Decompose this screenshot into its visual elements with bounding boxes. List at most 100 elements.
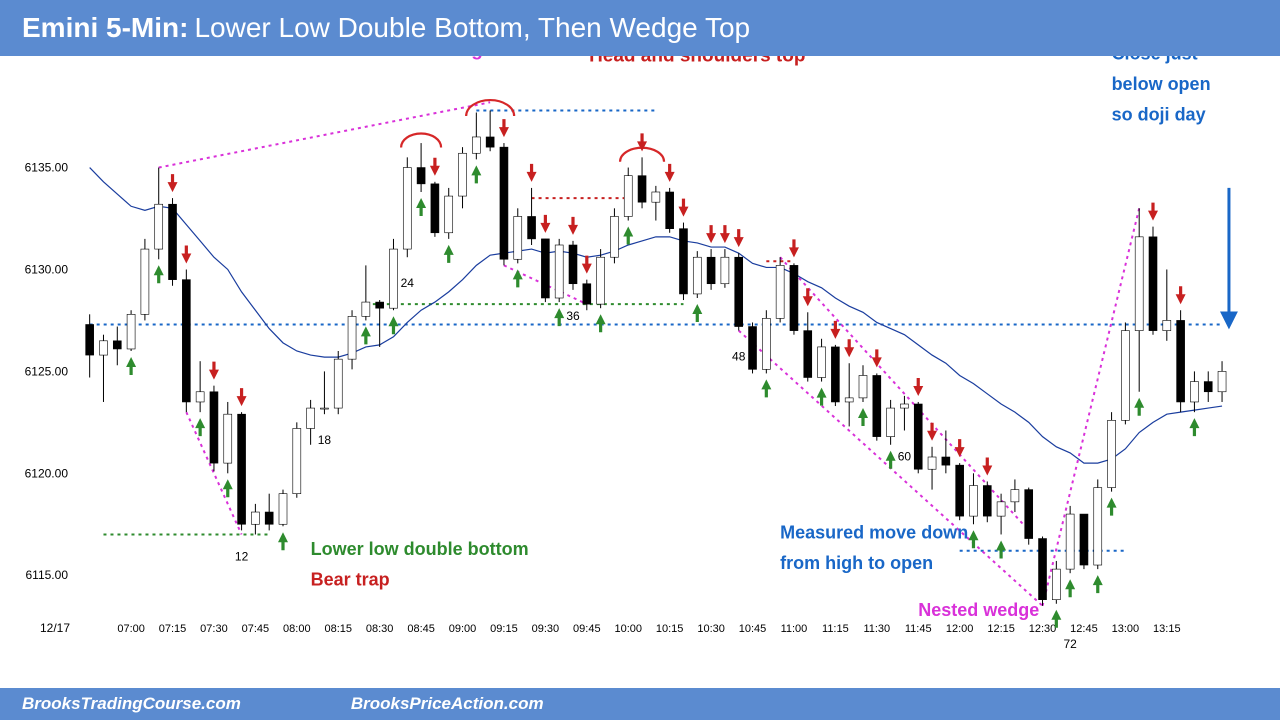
x-tick-label: 08:30 (366, 623, 394, 635)
sell-signal-arrow (955, 439, 965, 457)
candlestick-chart: 6115.006120.006125.006130.006135.0012/17… (0, 56, 1280, 688)
candle-body (721, 257, 729, 284)
sell-signal-arrow (430, 158, 440, 176)
x-tick-label: 12:30 (1029, 623, 1057, 635)
sell-signal-arrow (181, 245, 191, 263)
sell-signal-arrow (734, 229, 744, 247)
x-tick-label: 12:15 (987, 623, 1015, 635)
buy-signal-arrow (154, 265, 164, 283)
x-tick-label: 13:15 (1153, 623, 1181, 635)
candle-body (431, 184, 439, 233)
annotation-label: Lower low double bottom (311, 539, 529, 559)
candle-body (99, 341, 107, 355)
candle-body (1177, 320, 1185, 402)
annotation-label: Head and shoulders top (589, 56, 805, 67)
x-tick-label: 11:45 (905, 623, 932, 635)
buy-signal-arrow (278, 532, 288, 550)
sell-signal-arrow (499, 119, 509, 137)
candle-body (610, 216, 618, 257)
x-date-label: 12/17 (40, 621, 70, 635)
candle-body (224, 414, 232, 463)
buy-signal-arrow (1065, 579, 1075, 597)
sell-signal-arrow (237, 388, 247, 406)
candle-body (707, 257, 715, 284)
x-tick-label: 08:00 (283, 623, 311, 635)
candle-body (1149, 237, 1157, 331)
annotation-label: so doji day (1112, 105, 1206, 125)
y-tick-label: 6135.00 (25, 161, 69, 175)
sell-signal-arrow (706, 225, 716, 243)
candle-body (1094, 488, 1102, 565)
candle-body (196, 392, 204, 402)
sell-signal-arrow (568, 217, 578, 235)
candle-body (1066, 514, 1074, 569)
candle-body (528, 216, 536, 238)
candle-body (1080, 514, 1088, 565)
buy-signal-arrow (416, 198, 426, 216)
candle-body (845, 398, 853, 402)
candle-body (86, 325, 94, 356)
footer-bar: BrooksTradingCourse.com BrooksPriceActio… (0, 688, 1280, 720)
candle-body (293, 428, 301, 493)
candle-body (1204, 382, 1212, 392)
candle-body (900, 404, 908, 408)
trend-line (159, 102, 490, 167)
bar-number: 72 (1063, 637, 1077, 651)
candle-body (859, 375, 867, 397)
candle-body (403, 168, 411, 250)
candle-body (666, 192, 674, 229)
candle-body (624, 176, 632, 217)
candle-body (459, 153, 467, 196)
candle-body (749, 327, 757, 370)
candle-body (762, 318, 770, 369)
buy-signal-arrow (761, 379, 771, 397)
header-title-rest: Lower Low Double Bottom, Then Wedge Top (194, 12, 750, 44)
candle-body (928, 457, 936, 469)
buy-signal-arrow (388, 316, 398, 334)
sell-signal-arrow (720, 225, 730, 243)
sell-signal-arrow (1148, 203, 1158, 221)
candle-body (1218, 371, 1226, 391)
candle-body (362, 302, 370, 316)
candle-body (472, 137, 480, 153)
candle-body (831, 347, 839, 402)
sell-signal-arrow (982, 457, 992, 475)
candle-body (804, 331, 812, 378)
x-tick-label: 09:00 (449, 623, 477, 635)
candle-body (887, 408, 895, 437)
x-tick-label: 11:00 (781, 623, 808, 635)
candle-body (583, 284, 591, 304)
bar-number: 18 (318, 433, 332, 447)
bar-number: 48 (732, 350, 746, 364)
x-tick-label: 12:00 (946, 623, 974, 635)
candle-body (735, 257, 743, 326)
candle-body (693, 257, 701, 294)
buy-signal-arrow (968, 530, 978, 548)
candle-body (251, 512, 259, 524)
buy-signal-arrow (223, 479, 233, 497)
candle-body (238, 414, 246, 524)
candle-body (320, 408, 328, 409)
footer-site-2: BrooksPriceAction.com (351, 694, 544, 714)
sell-signal-arrow (665, 164, 675, 182)
candle-body (942, 457, 950, 465)
candle-body (169, 204, 177, 279)
annotation-label: Measured move down (780, 523, 968, 543)
buy-signal-arrow (126, 357, 136, 375)
candle-body (1052, 569, 1060, 600)
candle-body (210, 392, 218, 463)
candle-body (155, 204, 163, 249)
sell-signal-arrow (209, 362, 219, 380)
sell-signal-arrow (168, 174, 178, 192)
candle-body (486, 137, 494, 147)
sell-signal-arrow (844, 339, 854, 357)
candle-body (348, 316, 356, 359)
candle-body (956, 465, 964, 516)
bar-number: 36 (566, 309, 580, 323)
x-tick-label: 08:45 (407, 623, 435, 635)
candle-body (1039, 539, 1047, 600)
buy-signal-arrow (471, 165, 481, 183)
sell-signal-arrow (872, 349, 882, 367)
annotation-label: Nested wedge (918, 600, 1039, 620)
annotation-label: Wedge (432, 56, 494, 60)
